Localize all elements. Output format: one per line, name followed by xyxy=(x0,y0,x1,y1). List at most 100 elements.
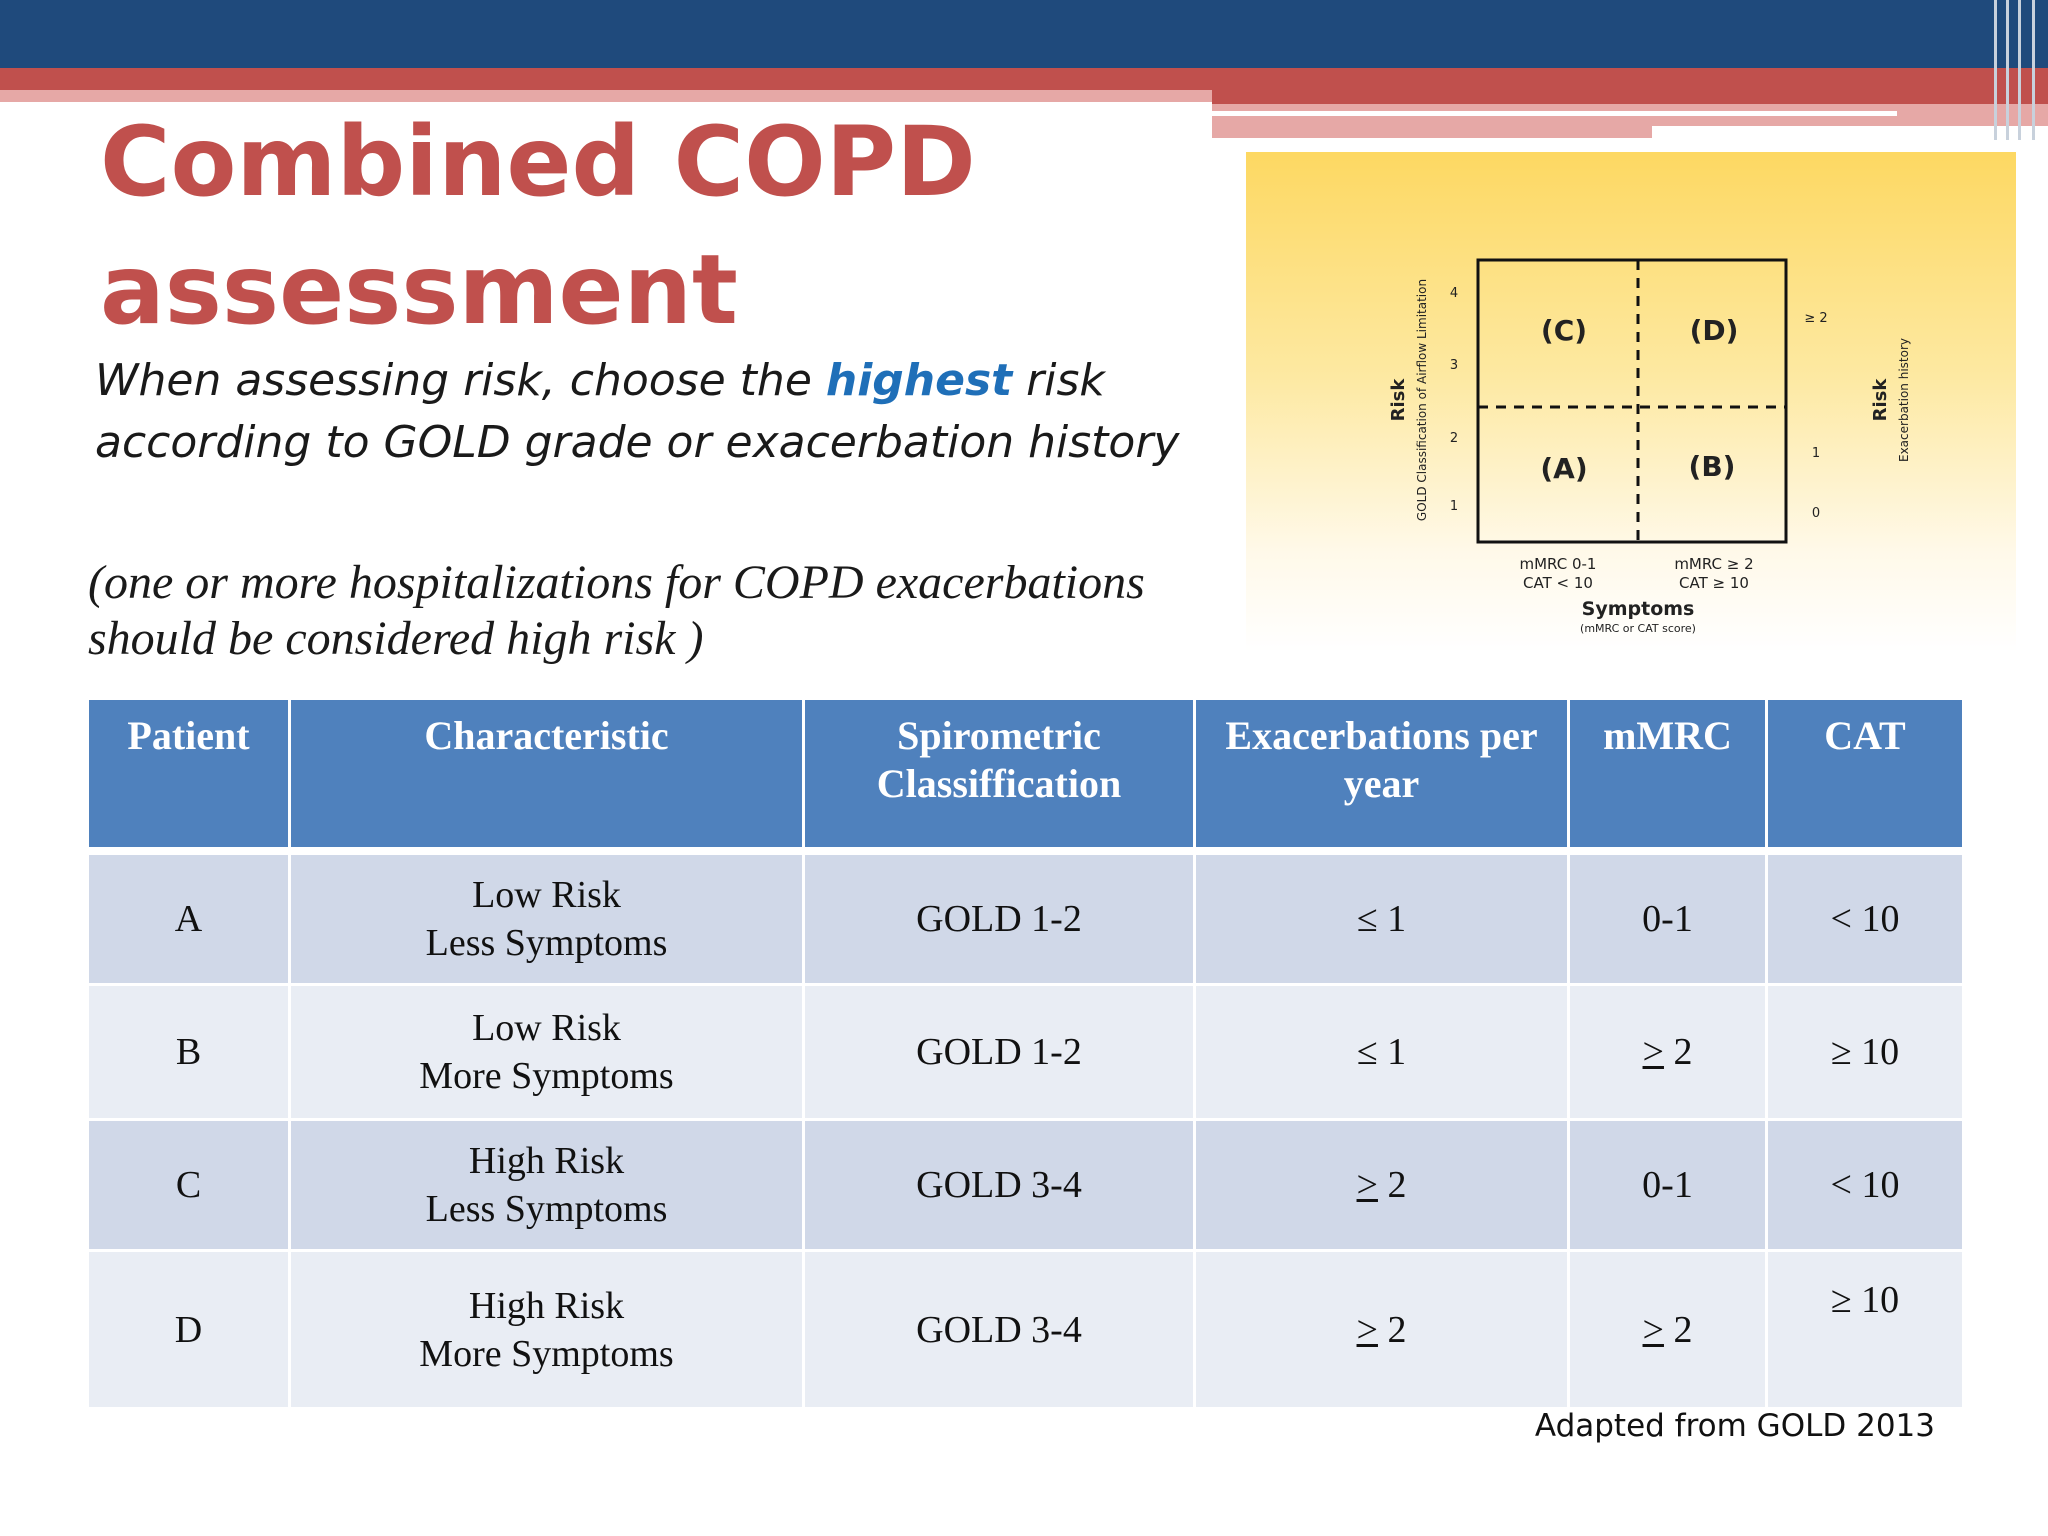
header-characteristic: Characteristic xyxy=(291,700,802,855)
left-tick-1: 1 xyxy=(1450,499,1458,514)
cell-characteristic: High Risk More Symptoms xyxy=(291,1252,802,1410)
bottom-right-label-2: CAT ≥ 10 xyxy=(1679,574,1749,592)
header-red-bar xyxy=(0,68,2048,90)
right-tick-0: 0 xyxy=(1812,506,1820,521)
title-line-2: assessment xyxy=(100,234,738,346)
slide-title: Combined COPD assessment xyxy=(100,98,1200,354)
x-axis-title: Symptoms xyxy=(1582,598,1695,620)
header-pink-bar xyxy=(0,90,1212,102)
quadrant-d-label: (D) xyxy=(1690,314,1739,347)
cell-characteristic: High Risk Less Symptoms xyxy=(291,1121,802,1252)
header-red-bar-right xyxy=(1212,90,2048,104)
char-symptoms: Less Symptoms xyxy=(425,922,668,964)
table-row: A Low Risk Less Symptoms GOLD 1-2 ≤ 1 0-1… xyxy=(89,855,1962,986)
right-tick-2: ≥ 2 xyxy=(1804,311,1827,326)
quadrant-c-label: (C) xyxy=(1541,314,1587,347)
cell-patient: B xyxy=(89,986,288,1121)
bottom-left-label-1: mMRC 0-1 xyxy=(1520,555,1597,573)
cell-exacerbations: ≤ 1 xyxy=(1196,986,1567,1121)
right-axis-title: Risk xyxy=(1870,378,1891,422)
bottom-left-label-2: CAT < 10 xyxy=(1523,574,1593,592)
char-risk: High Risk xyxy=(468,1284,625,1327)
header-pink-bar-short xyxy=(1212,126,1652,138)
header-cat: CAT xyxy=(1768,700,1962,855)
grid-frame xyxy=(1476,258,1788,544)
mmrc-symbol: > xyxy=(1642,1031,1664,1073)
exac-value: 1 xyxy=(1387,1031,1407,1073)
subtitle-before: When assessing risk, choose the xyxy=(95,355,826,406)
cell-mmrc: > 2 xyxy=(1570,1252,1765,1410)
cell-patient: C xyxy=(89,1121,288,1252)
char-risk: High Risk xyxy=(468,1140,625,1182)
cell-cat: < 10 xyxy=(1768,1121,1962,1252)
right-tick-1: 1 xyxy=(1812,446,1820,461)
cell-mmrc: > 2 xyxy=(1570,986,1765,1121)
x-axis-subtitle: (mMRC or CAT score) xyxy=(1580,622,1696,635)
exac-value: 2 xyxy=(1387,1308,1407,1351)
header-navy-bar xyxy=(0,0,2048,68)
cell-exacerbations: > 2 xyxy=(1196,1252,1567,1410)
cell-characteristic: Low Risk Less Symptoms xyxy=(291,855,802,986)
char-symptoms: More Symptoms xyxy=(419,1332,674,1375)
cell-characteristic: Low Risk More Symptoms xyxy=(291,986,802,1121)
char-risk: Low Risk xyxy=(472,874,621,916)
header-vertical-lines xyxy=(1988,0,2048,140)
cell-cat: ≥ 10 xyxy=(1768,986,1962,1121)
source-citation: Adapted from GOLD 2013 xyxy=(1534,1408,1935,1444)
cell-spirometric: GOLD 1-2 xyxy=(805,855,1193,986)
header-white-line xyxy=(1212,111,1897,116)
gold-grid-diagram: (C) (D) (A) (B) 4 3 2 1 Risk GOLD Classi… xyxy=(1388,258,1911,635)
cell-cat: < 10 xyxy=(1768,855,1962,986)
mmrc-value: 0-1 xyxy=(1642,1164,1693,1206)
mmrc-value: 2 xyxy=(1673,1031,1693,1073)
cell-mmrc: 0-1 xyxy=(1570,1121,1765,1252)
note-line-2: should be considered high risk ) xyxy=(88,612,704,665)
cell-patient: D xyxy=(89,1252,288,1410)
cell-exacerbations: > 2 xyxy=(1196,1121,1567,1252)
quadrant-a-label: (A) xyxy=(1540,452,1587,485)
assessment-table: Patient Characteristic Spirometric Class… xyxy=(86,700,1965,1410)
header-mmrc: mMRC xyxy=(1570,700,1765,855)
exac-symbol: > xyxy=(1356,1164,1378,1206)
cell-mmrc: 0-1 xyxy=(1570,855,1765,986)
table-header-row: Patient Characteristic Spirometric Class… xyxy=(89,700,1962,855)
hospitalization-note: (one or more hospitalizations for COPD e… xyxy=(88,555,1228,667)
left-axis-subtitle: GOLD Classification of Airflow Limitatio… xyxy=(1415,279,1429,521)
cell-patient: A xyxy=(89,855,288,986)
cell-spirometric: GOLD 3-4 xyxy=(805,1252,1193,1410)
bottom-right-label-1: mMRC ≥ 2 xyxy=(1674,555,1753,573)
note-line-1: (one or more hospitalizations for COPD e… xyxy=(88,556,1145,609)
subtitle-highlight: highest xyxy=(825,355,1013,406)
exac-symbol: ≤ xyxy=(1356,898,1378,940)
header-patient: Patient xyxy=(89,700,288,855)
exac-symbol: > xyxy=(1356,1308,1378,1351)
cell-exacerbations: ≤ 1 xyxy=(1196,855,1567,986)
table-row: D High Risk More Symptoms GOLD 3-4 > 2 > … xyxy=(89,1252,1962,1410)
exac-value: 1 xyxy=(1387,898,1407,940)
exac-value: 2 xyxy=(1387,1164,1407,1206)
cell-spirometric: GOLD 3-4 xyxy=(805,1121,1193,1252)
quadrant-b-label: (B) xyxy=(1689,450,1736,483)
char-risk: Low Risk xyxy=(472,1007,621,1049)
table-row: B Low Risk More Symptoms GOLD 1-2 ≤ 1 > 2… xyxy=(89,986,1962,1121)
gold-assessment-figure: (C) (D) (A) (B) 4 3 2 1 Risk GOLD Classi… xyxy=(1246,152,2016,652)
right-axis-subtitle: Exacerbation history xyxy=(1897,338,1911,462)
cell-spirometric: GOLD 1-2 xyxy=(805,986,1193,1121)
header-spirometric: Spirometric Classiffication xyxy=(805,700,1193,855)
char-symptoms: More Symptoms xyxy=(419,1055,674,1097)
cell-cat: ≥ 10 xyxy=(1768,1252,1962,1410)
exac-symbol: ≤ xyxy=(1356,1031,1378,1073)
subtitle: When assessing risk, choose the highest … xyxy=(95,350,1215,474)
mmrc-value: 0-1 xyxy=(1642,898,1693,940)
mmrc-symbol: > xyxy=(1642,1308,1664,1351)
header-exacerbations: Exacerbations per year xyxy=(1196,700,1567,855)
left-tick-3: 3 xyxy=(1450,358,1458,373)
mmrc-value: 2 xyxy=(1673,1308,1693,1351)
left-axis-title: Risk xyxy=(1388,378,1409,422)
left-tick-4: 4 xyxy=(1450,286,1458,301)
subtitle-after: risk according to GOLD grade or exacerba… xyxy=(95,355,1180,468)
char-symptoms: Less Symptoms xyxy=(425,1188,668,1230)
title-line-1: Combined COPD xyxy=(100,106,976,218)
table-row: C High Risk Less Symptoms GOLD 3-4 > 2 0-… xyxy=(89,1121,1962,1252)
left-tick-2: 2 xyxy=(1450,431,1458,446)
